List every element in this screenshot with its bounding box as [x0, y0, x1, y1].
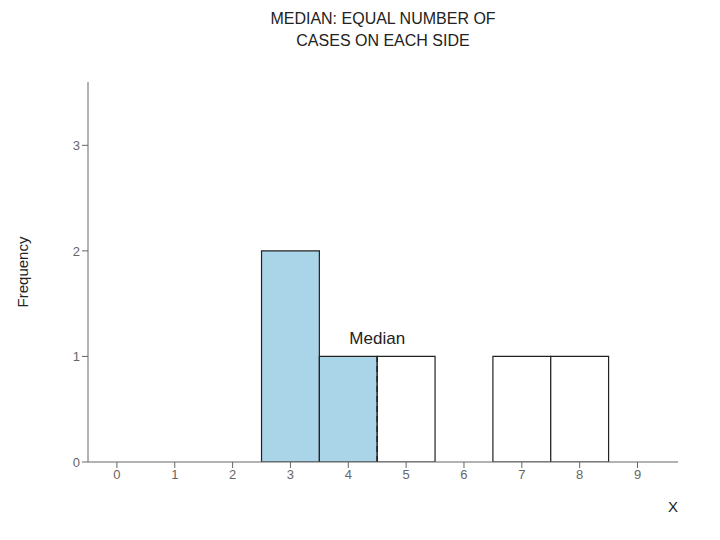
svg-text:Frequency: Frequency	[14, 236, 31, 307]
svg-text:3: 3	[73, 138, 80, 153]
html-text:MEDIAN: EQUAL NUMBER OF CASES: MEDIAN: EQUAL NUMBER OF CASES ON EACH SI…	[270, 10, 496, 49]
svg-text:8: 8	[576, 467, 583, 482]
svg-text:3: 3	[287, 467, 294, 482]
svg-text:6: 6	[460, 467, 467, 482]
svg-text:2: 2	[73, 244, 80, 259]
svg-text:9: 9	[634, 467, 641, 482]
svg-text:7: 7	[518, 467, 525, 482]
svg-text:5: 5	[403, 467, 410, 482]
svg-text:X: X	[668, 498, 678, 515]
svg-text:1: 1	[171, 467, 178, 482]
svg-text:1: 1	[73, 349, 80, 364]
svg-text:4: 4	[345, 467, 352, 482]
svg-text:0: 0	[73, 455, 80, 470]
svg-text:2: 2	[229, 467, 236, 482]
svg-text:Median: Median	[349, 329, 405, 348]
svg-text:0: 0	[113, 467, 120, 482]
